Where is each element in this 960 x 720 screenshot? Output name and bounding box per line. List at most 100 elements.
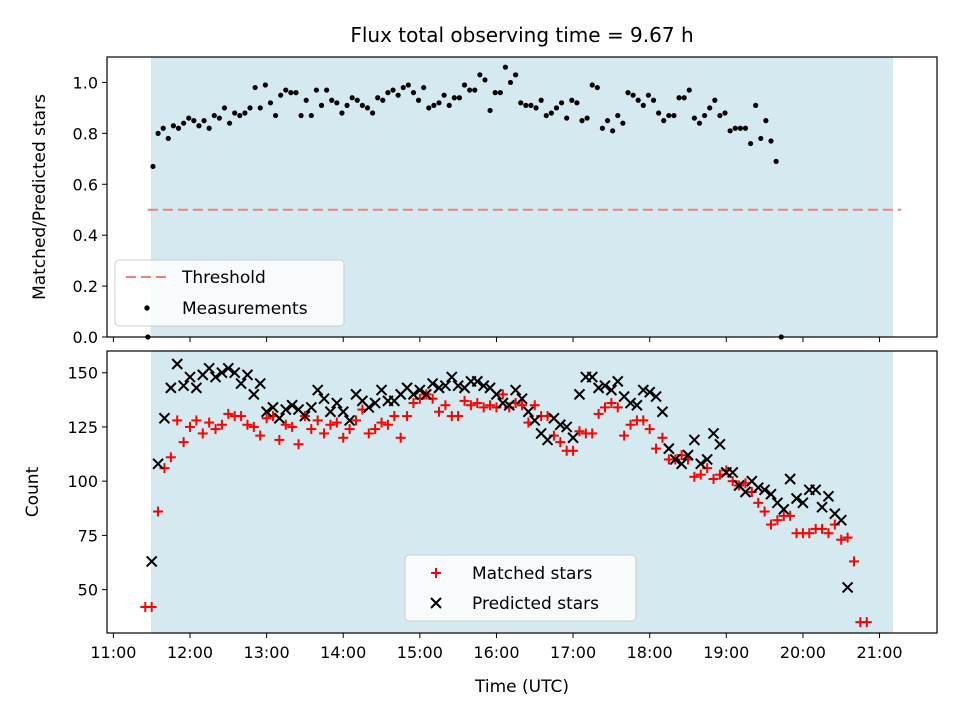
measurement-point xyxy=(523,102,529,108)
predicted-star-point xyxy=(752,481,764,494)
predicted-star-point xyxy=(216,366,228,379)
measurement-point xyxy=(436,100,442,106)
measurement-point xyxy=(415,97,422,103)
predicted-star-point xyxy=(241,369,254,381)
measurement-point xyxy=(513,72,519,78)
predicted-star-point xyxy=(305,401,318,414)
matched-star-point xyxy=(657,432,668,443)
predicted-star-point xyxy=(343,414,356,427)
predicted-star-point xyxy=(439,380,452,392)
predicted-star-point xyxy=(267,401,279,414)
measurement-point xyxy=(288,90,294,96)
matched-star-point xyxy=(612,402,623,413)
matched-star-point xyxy=(849,556,859,567)
matched-star-point xyxy=(236,411,247,422)
matched-star-point xyxy=(772,515,783,526)
measurement-point xyxy=(206,125,212,131)
legend-matched-swatch xyxy=(431,568,441,578)
measurement-point xyxy=(421,84,427,91)
matched-star-point xyxy=(204,417,215,428)
predicted-star-point xyxy=(407,388,420,401)
predicted-star-point xyxy=(739,486,752,498)
measurement-point xyxy=(431,102,437,108)
matched-star-point xyxy=(593,408,604,419)
measurement-point xyxy=(196,123,202,129)
top-legend: Threshold Measurements xyxy=(114,259,345,327)
predicted-star-point xyxy=(446,371,458,383)
matched-star-point xyxy=(153,506,164,517)
measurement-point xyxy=(630,92,636,98)
bottom-ytick-label: 75 xyxy=(78,526,98,545)
bottom-ytick-label: 150 xyxy=(67,364,98,383)
matched-star-point xyxy=(280,419,291,430)
bottom-ylabel: Count xyxy=(23,466,43,517)
bottom-axis-ticks: 11:00 12:00 13:00 14:00 15:00 16:00 17:00 18:00… xyxy=(67,364,902,662)
matched-star-point xyxy=(759,506,770,517)
predicted-star-point xyxy=(471,375,484,388)
measurement-point xyxy=(579,118,585,124)
measurement-point xyxy=(477,72,483,78)
predicted-star-point xyxy=(809,484,822,496)
predicted-star-point xyxy=(209,371,222,383)
matched-star-point xyxy=(389,411,400,422)
measurement-point xyxy=(635,97,641,103)
predicted-star-point xyxy=(331,397,343,409)
predicted-star-point xyxy=(560,421,573,433)
bottom-xtick-label: 16:00 xyxy=(473,643,519,662)
matched-star-point xyxy=(651,443,662,454)
measurement-point xyxy=(753,102,759,108)
bottom-legend: Matched stars Predicted stars xyxy=(404,554,637,622)
matched-star-point xyxy=(606,398,617,409)
predicted-star-point xyxy=(299,410,311,422)
measurement-point xyxy=(737,125,743,131)
measurement-point xyxy=(656,110,662,116)
predicted-star-point xyxy=(554,419,567,431)
predicted-star-point xyxy=(324,406,337,418)
predicted-star-point xyxy=(765,488,777,500)
measurement-point xyxy=(293,90,299,96)
predicted-star-point xyxy=(426,377,439,390)
predicted-star-point xyxy=(624,397,637,409)
measurement-point xyxy=(456,95,463,101)
measurement-point xyxy=(533,105,539,111)
bottom-xtick-label: 17:00 xyxy=(550,643,596,662)
measurement-point xyxy=(441,92,447,98)
measurement-point xyxy=(186,115,192,121)
predicted-star-point xyxy=(841,581,854,594)
measurement-point xyxy=(267,100,274,106)
bottom-xtick-label: 15:00 xyxy=(397,643,443,662)
measurement-point xyxy=(191,118,197,124)
measurement-point xyxy=(451,95,457,101)
matched-star-point xyxy=(191,415,202,426)
matched-star-point xyxy=(568,445,579,456)
measurement-point xyxy=(308,112,314,119)
measurement-point xyxy=(599,125,606,131)
top-ylabel: Matched/Predicted stars xyxy=(30,94,50,300)
measurement-point xyxy=(487,107,493,114)
measurement-point xyxy=(594,84,600,91)
measurement-point xyxy=(615,112,621,119)
measurement-point xyxy=(467,87,473,93)
predicted-star-point xyxy=(363,401,375,414)
matched-star-point xyxy=(638,415,649,426)
matched-star-point xyxy=(338,432,349,443)
matched-star-point xyxy=(574,426,585,437)
predicted-star-point xyxy=(599,380,611,392)
predicted-star-point xyxy=(631,399,643,411)
measurement-point xyxy=(558,100,565,106)
measurement-point xyxy=(385,90,391,96)
measurement-point xyxy=(650,97,657,103)
matched-star-point xyxy=(395,432,406,443)
measurement-point xyxy=(548,110,554,116)
matched-star-point xyxy=(408,398,419,409)
matched-star-point xyxy=(402,411,413,422)
measurement-point xyxy=(298,112,304,119)
bottom-plot-frame xyxy=(106,350,938,634)
bottom-panel: 11:00 12:00 13:00 14:00 15:00 16:00 17:00 18:00… xyxy=(23,350,938,697)
predicted-star-point xyxy=(203,362,215,375)
measurement-point xyxy=(763,118,769,124)
measurement-point xyxy=(681,95,687,101)
measurement-point xyxy=(553,105,560,111)
predicted-star-point xyxy=(158,412,171,424)
measurement-points xyxy=(145,64,784,340)
